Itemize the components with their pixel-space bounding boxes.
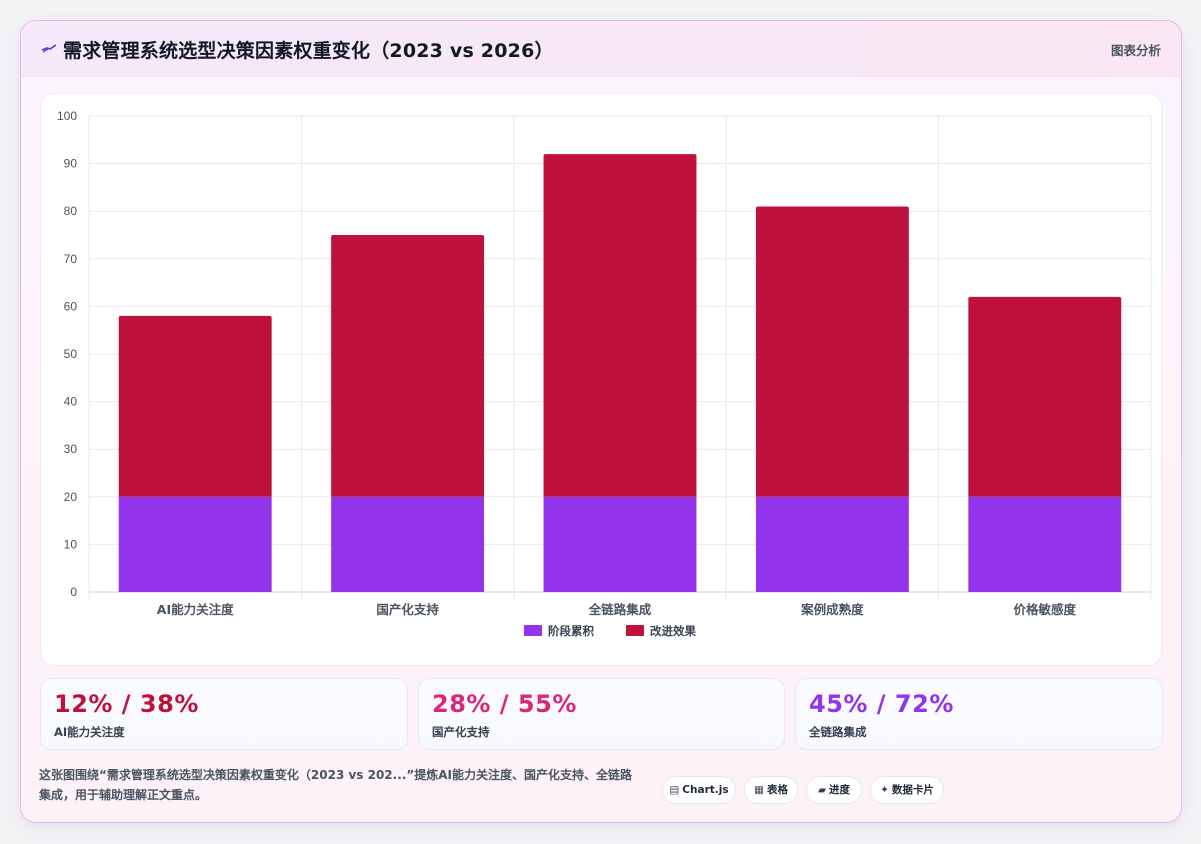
chart-card: 需求管理系统选型决策因素权重变化（2023 vs 2026） 图表分析 0 10 2… (20, 20, 1182, 823)
x-tick-label: AI能力关注度 (157, 602, 234, 617)
card-icon: ✦ (880, 784, 889, 796)
stat-value: 45% / 72% (809, 690, 954, 718)
x-tick-label: 全链路集成 (588, 602, 652, 617)
bar-segment (118, 496, 272, 592)
chart-area: 0 10 20 30 40 50 60 70 80 90 100 AI能力关注度 国产化支持 全链路集成 案… (40, 93, 1162, 666)
bar-chart: 0 10 20 30 40 50 60 70 80 90 100 AI能力关注度 国产化支持 全链路集成 案… (57, 109, 1152, 638)
table-icon: ▦ (754, 784, 764, 796)
y-tick-label: 70 (64, 252, 78, 266)
y-tick-label: 0 (70, 585, 77, 599)
bar-segment (331, 496, 485, 592)
stat-card-ai: 12% / 38% AI能力关注度 (40, 678, 408, 750)
bar-segment (118, 315, 272, 497)
y-tick-label: 30 (64, 442, 78, 456)
chart-analysis-tag: 图表分析 (1110, 43, 1161, 58)
y-tick-label: 60 (64, 299, 78, 313)
chip-label: 表格 (766, 784, 788, 796)
y-tick-label: 100 (57, 109, 77, 123)
card-header: 需求管理系统选型决策因素权重变化（2023 vs 2026） 图表分析 (21, 21, 1181, 77)
chip-label: 数据卡片 (891, 784, 934, 796)
legend-label: 改进效果 (650, 624, 696, 638)
progress-icon: ▰ (817, 784, 827, 796)
bar-segment (543, 496, 697, 592)
x-tick-label: 案例成熟度 (800, 602, 864, 617)
x-tick-label: 国产化支持 (376, 602, 439, 617)
stat-label: AI能力关注度 (54, 725, 125, 739)
page-title: 需求管理系统选型决策因素权重变化（2023 vs 2026） (63, 40, 554, 62)
bar-segment (968, 496, 1122, 592)
y-tick-label: 20 (64, 490, 78, 504)
stat-label: 国产化支持 (432, 725, 490, 739)
chip-chartjs[interactable]: ▤ Chart.js (662, 776, 736, 804)
x-tick-label: 价格敏感度 (1014, 602, 1077, 617)
chart-icon: ▤ (669, 784, 680, 796)
legend-swatch (524, 625, 542, 636)
legend-swatch (626, 625, 644, 636)
stat-label: 全链路集成 (809, 725, 867, 739)
stat-card-integration: 45% / 72% 全链路集成 (795, 678, 1163, 750)
y-tick-label: 50 (64, 347, 78, 361)
chip-label: 进度 (829, 784, 851, 796)
bar-segment (331, 235, 485, 497)
bar-segment (543, 154, 697, 497)
sparkline-icon (41, 44, 57, 53)
chip-progress[interactable]: ▰ 进度 (806, 776, 862, 804)
y-tick-label: 80 (64, 204, 78, 218)
bar-segment (968, 296, 1122, 497)
y-tick-label: 90 (64, 157, 78, 171)
chart-description: 这张图围绕“需求管理系统选型决策因素权重变化（2023 vs 202...”提炼… (39, 768, 632, 802)
y-tick-label: 40 (64, 395, 78, 409)
chip-data-card[interactable]: ✦ 数据卡片 (870, 776, 944, 804)
stat-value: 28% / 55% (432, 690, 577, 718)
chip-label: Chart.js (682, 784, 729, 796)
chip-table[interactable]: ▦ 表格 (744, 776, 798, 804)
bar-segment (755, 496, 909, 592)
stat-card-localization: 28% / 55% 国产化支持 (418, 678, 785, 750)
stat-value: 12% / 38% (54, 690, 199, 718)
y-tick-label: 10 (64, 537, 78, 551)
bar-segment (755, 206, 909, 497)
legend-label: 阶段累积 (548, 624, 594, 638)
